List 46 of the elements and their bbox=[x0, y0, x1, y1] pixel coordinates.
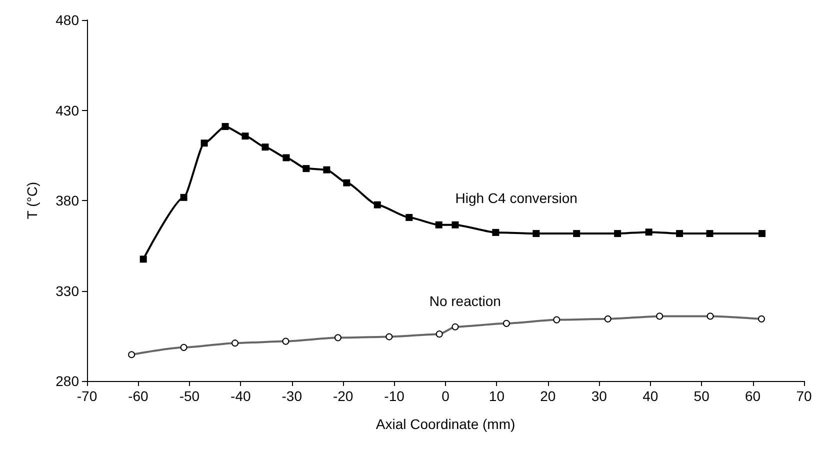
x-tick-label: 20 bbox=[540, 388, 556, 404]
y-axis-title: T (°C) bbox=[24, 182, 40, 220]
point bbox=[323, 166, 330, 174]
point bbox=[573, 230, 580, 238]
point bbox=[282, 154, 290, 162]
point bbox=[302, 165, 310, 172]
x-tick-label: -20 bbox=[332, 388, 354, 404]
x-tick-label: -30 bbox=[282, 388, 302, 404]
point bbox=[452, 221, 459, 228]
y-tick-label: 380 bbox=[56, 192, 80, 208]
x-tick-label: -50 bbox=[179, 388, 200, 404]
series-label: High C4 conversion bbox=[455, 190, 578, 206]
y-tick-label: 280 bbox=[56, 373, 80, 389]
point bbox=[492, 228, 500, 236]
x-tick-label: 10 bbox=[488, 388, 505, 404]
point bbox=[343, 179, 350, 186]
x-tick-label: 30 bbox=[591, 388, 608, 404]
point bbox=[406, 214, 413, 221]
point bbox=[262, 144, 269, 151]
x-tick-label: 70 bbox=[796, 388, 812, 404]
point bbox=[242, 132, 249, 140]
x-tick-label: -70 bbox=[76, 388, 98, 404]
point bbox=[645, 228, 652, 236]
point bbox=[435, 221, 442, 228]
x-tick-label: 40 bbox=[642, 388, 658, 404]
point bbox=[676, 230, 684, 238]
point bbox=[614, 230, 622, 238]
point bbox=[180, 194, 188, 201]
point bbox=[222, 122, 229, 130]
point bbox=[532, 230, 540, 238]
x-tick-label: -40 bbox=[230, 388, 251, 404]
y-tick-label: 480 bbox=[56, 12, 80, 28]
y-tick-label: 430 bbox=[56, 102, 80, 118]
series-label: No reaction bbox=[429, 293, 501, 310]
point bbox=[140, 256, 147, 263]
x-tick-label: 50 bbox=[694, 388, 710, 404]
point bbox=[200, 140, 208, 147]
y-tick-label: 330 bbox=[56, 282, 80, 299]
x-tick-label: -10 bbox=[384, 388, 405, 404]
point bbox=[706, 230, 714, 238]
point bbox=[758, 230, 766, 238]
x-axis-title: Axial Coordinate (mm) bbox=[376, 416, 516, 432]
x-tick-label: 60 bbox=[744, 388, 761, 404]
x-tick-label: -60 bbox=[128, 388, 149, 404]
point bbox=[374, 201, 381, 208]
x-tick-label: 0 bbox=[442, 388, 450, 404]
